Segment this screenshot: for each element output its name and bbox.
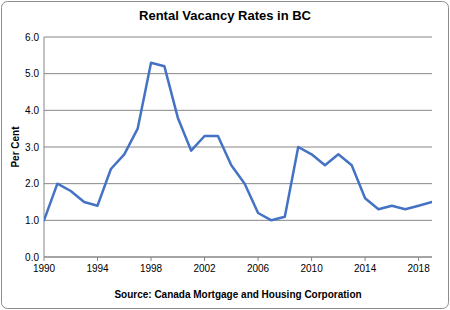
x-tick-label: 2006: [247, 263, 270, 274]
x-tick: [365, 257, 366, 261]
y-tick-label: 3.0: [25, 142, 39, 153]
x-tick: [258, 257, 259, 261]
chart: 0.0 1.0 2.0 3.0 4.0 5.0 6.0 1990 1994 1998 2002 200…: [0, 0, 450, 310]
x-tick: [151, 257, 152, 261]
x-tick-label: 1990: [33, 263, 56, 274]
y-tick-label: 2.0: [25, 178, 39, 189]
x-axis-label: Source: Canada Mortgage and Housing Corp…: [114, 289, 361, 300]
y-tick-label: 5.0: [25, 68, 39, 79]
x-tick-label: 1994: [86, 263, 109, 274]
grid-line: [44, 257, 432, 258]
chart-title: Rental Vacancy Rates in BC: [139, 8, 312, 23]
y-tick-label: 4.0: [25, 105, 39, 116]
x-tick: [311, 257, 312, 261]
y-axis-label: Per Cent: [10, 126, 21, 168]
y-axis: [44, 37, 45, 257]
y-tick-label: 6.0: [25, 32, 39, 43]
x-tick: [418, 257, 419, 261]
chart-border: [2, 2, 449, 309]
y-tick-label: 0.0: [25, 252, 39, 263]
grid-line: [44, 220, 432, 221]
x-axis: [44, 257, 432, 258]
grid-line: [44, 183, 432, 184]
grid-line: [44, 110, 432, 111]
x-tick: [97, 257, 98, 261]
x-tick-label: 1998: [140, 263, 163, 274]
grid-line: [44, 73, 432, 74]
x-tick-label: 2014: [354, 263, 377, 274]
data-line: [44, 63, 432, 221]
chart-root: 0.0 1.0 2.0 3.0 4.0 5.0 6.0 1990 1994 1998 2002 200…: [0, 0, 450, 310]
y-tick-label: 1.0: [25, 215, 39, 226]
x-tick: [204, 257, 205, 261]
grid-line: [44, 37, 432, 38]
x-tick: [44, 257, 45, 261]
plot-area: [44, 63, 432, 221]
x-tick-label: 2010: [300, 263, 323, 274]
grid-line: [44, 147, 432, 148]
x-tick-label: 2018: [407, 263, 430, 274]
x-tick-label: 2002: [193, 263, 216, 274]
